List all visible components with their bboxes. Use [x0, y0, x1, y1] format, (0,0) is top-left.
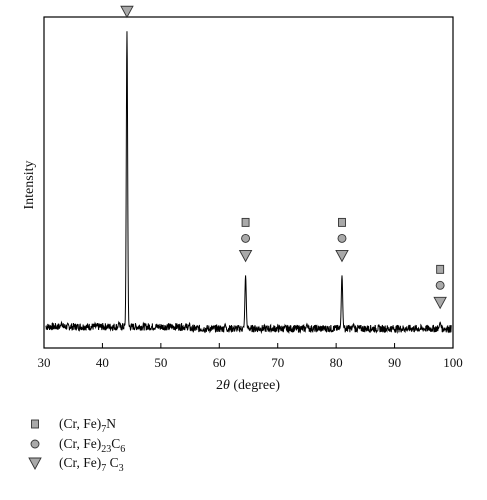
legend-square-marker [31, 419, 39, 429]
peak-3-square-marker [338, 217, 346, 227]
legend-label-3: (Cr, Fe)7 C3 [59, 455, 124, 474]
plot-frame [43, 16, 454, 349]
legend-triangle-marker [28, 457, 42, 470]
peak-4-circle-marker [435, 280, 445, 290]
peak-1-triangle-marker [120, 5, 134, 19]
x-tick-label-100: 100 [443, 355, 463, 370]
legend: (Cr, Fe)7N(Cr, Fe)23C6(Cr, Fe)7 C3 [28, 416, 125, 474]
xrd-trace [45, 31, 452, 335]
x-tick-label-40: 40 [96, 355, 109, 370]
legend-label-1: (Cr, Fe)7N [59, 416, 116, 435]
phase-markers [120, 5, 447, 310]
peak-3-circle-marker [337, 233, 347, 243]
peak-2-triangle-marker [238, 249, 253, 263]
peak-4-triangle-marker [433, 296, 447, 310]
x-tick-label-50: 50 [154, 355, 167, 370]
x-tick-label-30: 30 [38, 355, 51, 370]
x-tick-label-90: 90 [388, 355, 401, 370]
x-tick-label-80: 80 [330, 355, 343, 370]
peak-2-circle-marker [241, 233, 251, 243]
x-tick-label-70: 70 [271, 355, 284, 370]
legend-circle-marker [30, 439, 40, 449]
peak-4-square-marker [436, 264, 445, 274]
y-axis-label: Intensity [22, 161, 37, 210]
legend-label-2: (Cr, Fe)23C6 [59, 436, 125, 455]
x-tick-label-60: 60 [213, 355, 226, 370]
x-axis-label: 2θ (degree) [216, 378, 280, 393]
peak-3-triangle-marker [335, 249, 349, 263]
peak-2-square-marker [241, 217, 250, 227]
x-axis-ticks: 30 40 50 60 70 80 90 100 [38, 343, 463, 370]
